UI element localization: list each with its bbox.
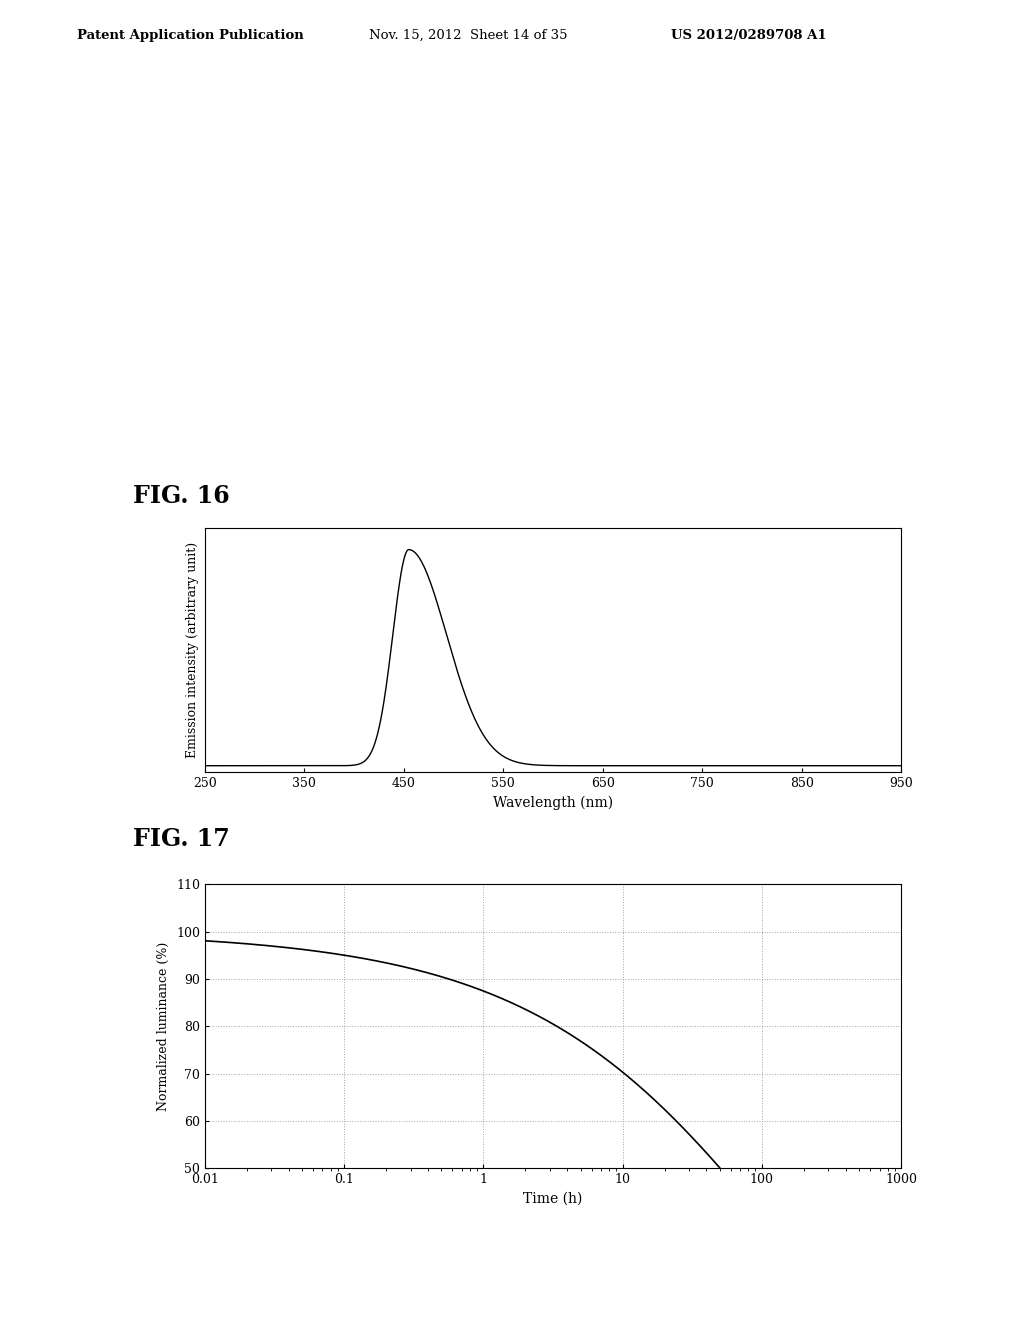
Text: Patent Application Publication: Patent Application Publication (77, 29, 303, 42)
Text: US 2012/0289708 A1: US 2012/0289708 A1 (671, 29, 826, 42)
Text: Nov. 15, 2012  Sheet 14 of 35: Nov. 15, 2012 Sheet 14 of 35 (369, 29, 567, 42)
Text: FIG. 16: FIG. 16 (133, 484, 229, 508)
Y-axis label: Normalized luminance (%): Normalized luminance (%) (158, 941, 170, 1111)
X-axis label: Time (h): Time (h) (523, 1192, 583, 1205)
Y-axis label: Emission intensity (arbitrary unit): Emission intensity (arbitrary unit) (186, 543, 200, 758)
Text: FIG. 17: FIG. 17 (133, 828, 229, 851)
X-axis label: Wavelength (nm): Wavelength (nm) (493, 796, 613, 810)
